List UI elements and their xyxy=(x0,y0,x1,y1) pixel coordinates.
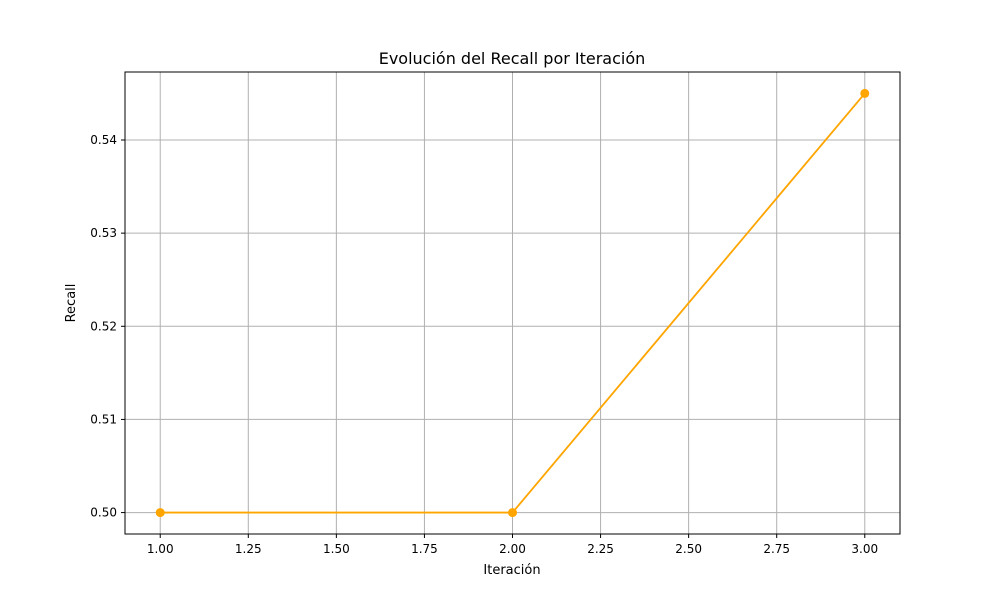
x-axis-label: Iteración xyxy=(483,563,540,578)
x-tick-label: 2.50 xyxy=(675,542,702,556)
x-tick-label: 2.75 xyxy=(763,542,790,556)
x-tick-label: 1.25 xyxy=(235,542,262,556)
x-tick-label: 1.75 xyxy=(411,542,438,556)
y-axis-label: Recall xyxy=(64,284,79,323)
x-tick-label: 1.50 xyxy=(323,542,350,556)
y-tick-label: 0.50 xyxy=(90,506,117,520)
x-tick-label: 2.00 xyxy=(499,542,526,556)
axis-ticks: 1.00 1.25 1.50 1.75 2.00 2.25 2.50 2.75 3.00 0.50… xyxy=(90,133,878,556)
chart-title: Evolución del Recall por Iteración xyxy=(379,49,646,68)
x-tick-label: 2.25 xyxy=(587,542,614,556)
y-tick-label: 0.51 xyxy=(90,412,117,426)
series-layer xyxy=(155,88,870,518)
y-tick-label: 0.53 xyxy=(90,226,117,240)
data-point xyxy=(508,508,517,518)
x-tick-label: 1.00 xyxy=(147,542,174,556)
x-tick-label: 3.00 xyxy=(851,542,878,556)
data-point xyxy=(860,88,870,98)
y-tick-label: 0.54 xyxy=(90,133,117,147)
data-point xyxy=(155,508,165,518)
y-tick-label: 0.52 xyxy=(90,319,117,333)
grid xyxy=(125,72,900,534)
